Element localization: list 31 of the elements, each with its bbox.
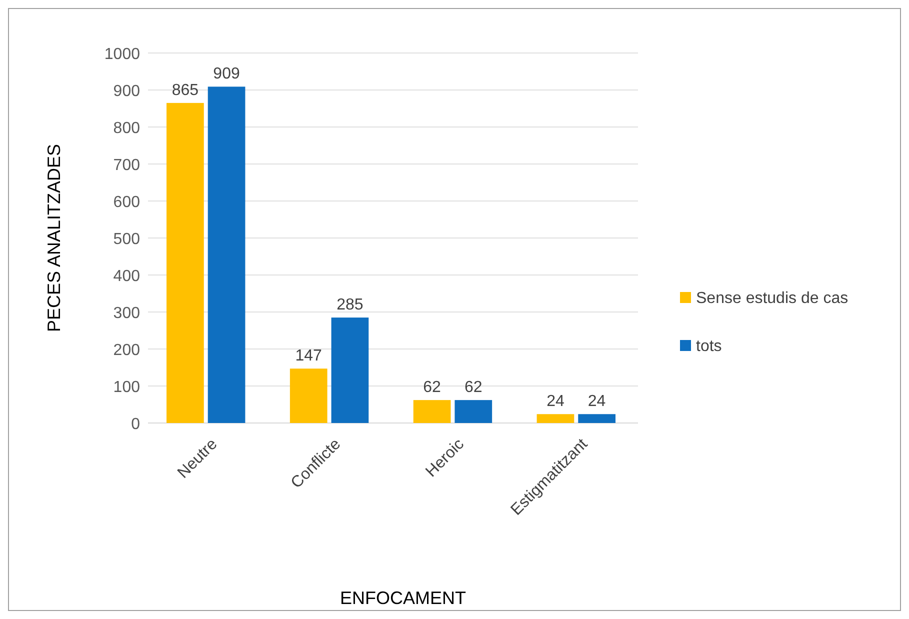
- legend-label: tots: [696, 338, 722, 355]
- y-tick-label: 900: [113, 83, 140, 100]
- y-tick-label: 400: [113, 268, 140, 285]
- data-label: 285: [336, 296, 364, 314]
- y-tick-label: 700: [113, 157, 140, 174]
- data-label: 62: [464, 379, 482, 396]
- bar: [454, 400, 492, 423]
- y-tick-label: 800: [113, 120, 140, 137]
- y-tick-label: 100: [113, 379, 140, 396]
- x-axis-title: ENFOCAMENT: [340, 588, 466, 608]
- data-label: 147: [295, 348, 322, 365]
- bar: [536, 414, 574, 423]
- bar: [166, 102, 204, 423]
- y-tick-label: 500: [113, 231, 140, 248]
- y-tick-label: 600: [113, 194, 140, 211]
- data-label: 62: [423, 379, 442, 396]
- y-tick-label: 200: [113, 342, 140, 359]
- legend-label: Sense estudis de cas: [696, 290, 848, 307]
- bar: [290, 368, 328, 423]
- bar: [331, 318, 369, 423]
- y-axis-title: PECES ANALITZADES: [44, 144, 64, 332]
- y-tick-label: 0: [131, 416, 140, 433]
- y-tick-label: 300: [113, 305, 140, 322]
- data-label: 24: [588, 393, 606, 410]
- bar: [578, 414, 616, 423]
- bar: [413, 400, 451, 423]
- y-tick-label: 1000: [104, 46, 140, 63]
- data-label: 865: [172, 82, 199, 99]
- bar: [208, 86, 246, 423]
- data-label: 24: [546, 393, 564, 410]
- data-label: 909: [213, 66, 240, 83]
